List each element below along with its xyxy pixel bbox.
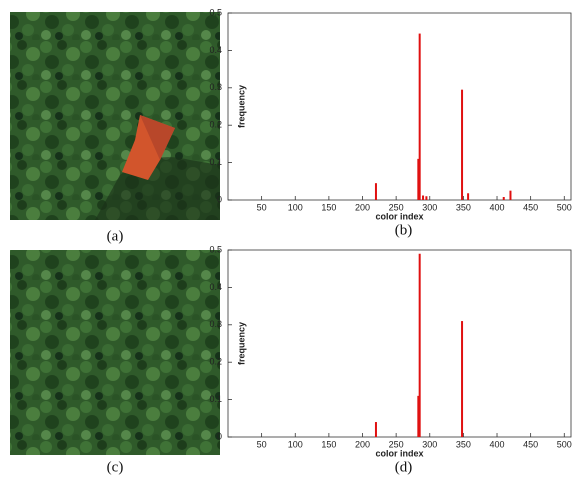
y-tick-label: 0.3 xyxy=(209,82,222,92)
y-tick-label: 0.5 xyxy=(209,244,222,254)
photo-a xyxy=(10,12,220,220)
y-tick-label: 0.5 xyxy=(209,7,222,17)
bar xyxy=(503,197,505,200)
x-tick-label: 350 xyxy=(456,202,471,212)
photo-c xyxy=(10,250,220,455)
y-tick-label: 0.4 xyxy=(209,282,222,292)
x-tick-label: 150 xyxy=(321,202,336,212)
bar xyxy=(509,191,511,200)
y-axis-label: frequency xyxy=(236,322,246,365)
x-tick-label: 450 xyxy=(523,202,538,212)
y-tick-label: 0.2 xyxy=(209,357,222,367)
figure: (a) (c) 00.10.20.30.40.55010015020025030… xyxy=(0,0,575,480)
x-tick-label: 500 xyxy=(557,439,572,449)
y-tick-label: 0.2 xyxy=(209,120,222,130)
bar xyxy=(375,422,377,437)
x-tick-label: 200 xyxy=(355,202,370,212)
caption: (d) xyxy=(395,459,413,475)
plot-frame xyxy=(228,250,571,437)
y-tick-label: 0.1 xyxy=(209,394,222,404)
caption: (c) xyxy=(107,459,124,475)
bar xyxy=(425,196,427,200)
x-tick-label: 50 xyxy=(257,439,267,449)
y-tick-label: 0.1 xyxy=(209,157,222,167)
plot-frame xyxy=(228,13,571,200)
x-tick-label: 200 xyxy=(355,439,370,449)
x-tick-label: 150 xyxy=(321,439,336,449)
x-tick-label: 100 xyxy=(288,202,303,212)
bar xyxy=(419,254,421,437)
bar xyxy=(375,183,377,200)
y-tick-label: 0 xyxy=(217,194,222,204)
y-axis-label: frequency xyxy=(236,85,246,128)
caption: (a) xyxy=(107,228,124,244)
x-tick-label: 300 xyxy=(422,202,437,212)
y-tick-label: 0.4 xyxy=(209,45,222,55)
bar xyxy=(461,90,463,200)
bar xyxy=(461,321,463,437)
x-tick-label: 450 xyxy=(523,439,538,449)
x-tick-label: 350 xyxy=(456,439,471,449)
x-axis-label: color index xyxy=(375,448,423,458)
x-tick-label: 500 xyxy=(557,202,572,212)
caption: (b) xyxy=(395,222,413,238)
bar xyxy=(419,34,421,200)
bar xyxy=(422,196,424,200)
x-axis-label: color index xyxy=(375,211,423,221)
x-tick-label: 400 xyxy=(490,202,505,212)
y-tick-label: 0 xyxy=(217,431,222,441)
x-tick-label: 50 xyxy=(257,202,267,212)
x-tick-label: 400 xyxy=(490,439,505,449)
x-tick-label: 300 xyxy=(422,439,437,449)
y-tick-label: 0.3 xyxy=(209,319,222,329)
bar xyxy=(467,193,469,200)
x-tick-label: 100 xyxy=(288,439,303,449)
